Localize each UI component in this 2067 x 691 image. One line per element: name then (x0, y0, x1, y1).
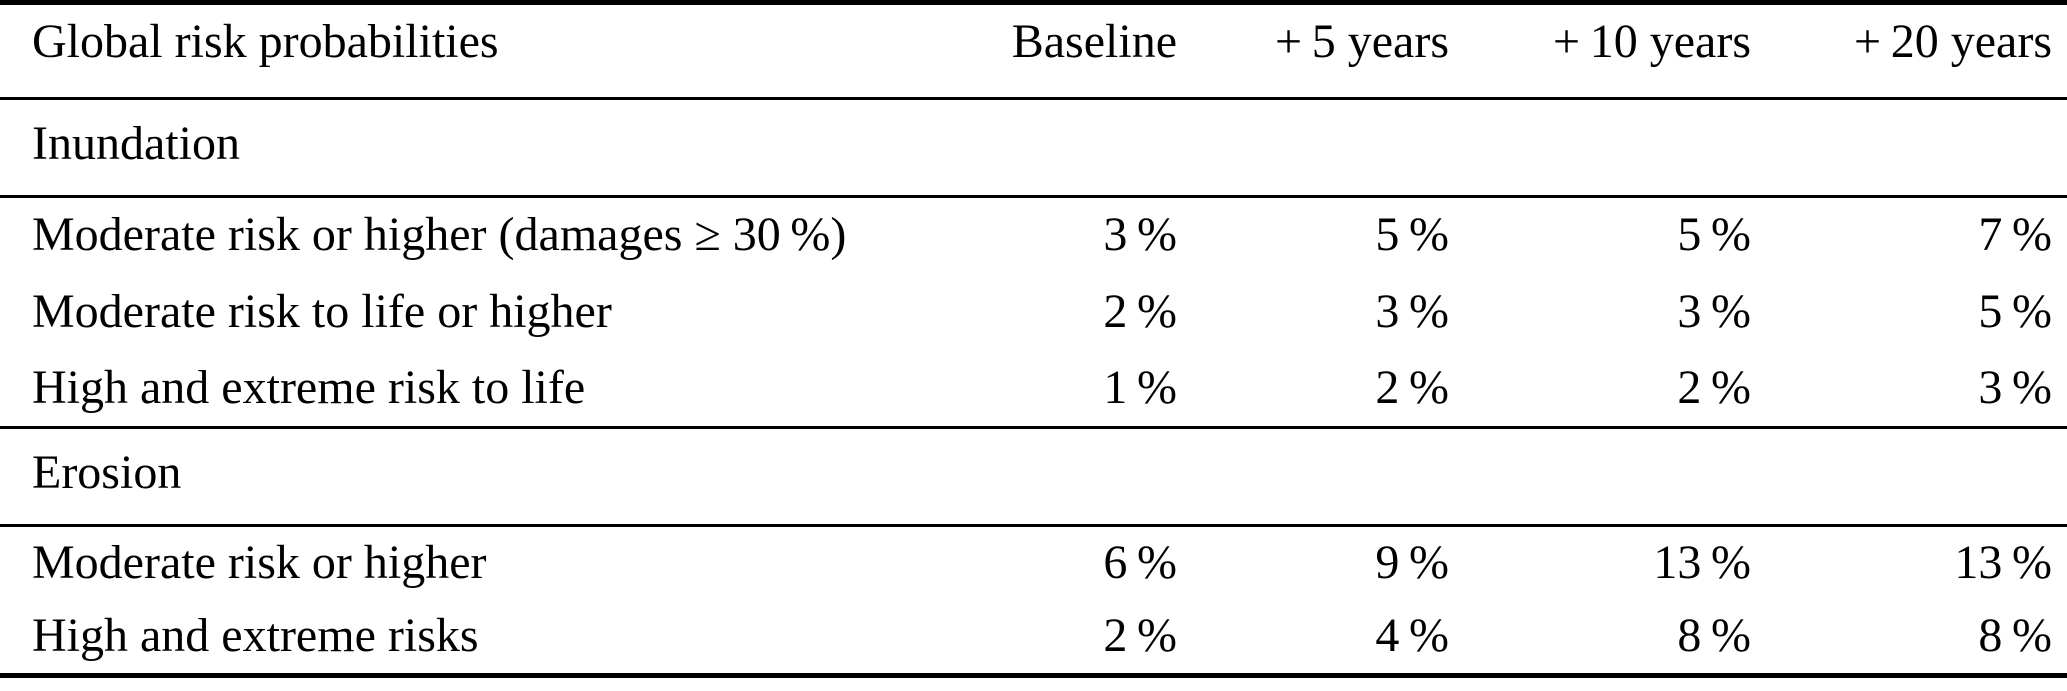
table-title: Global risk probabilities (0, 5, 945, 100)
value-cell: 5 % (1677, 208, 1751, 262)
section-header-inundation: Inundation (0, 98, 2067, 198)
value-cell: 13 % (1954, 535, 2052, 589)
value-cell: 2 % (1103, 609, 1177, 662)
value-cell: 5 % (1375, 208, 1449, 262)
section-header-erosion: Erosion (0, 427, 2067, 527)
column-header-plus10: + 10 years (1449, 5, 1751, 100)
value-cell: 8 % (1677, 609, 1751, 662)
table-header-row: Global risk probabilities Baseline + 5 y… (0, 5, 2067, 100)
row-label: Moderate risk or higher (32, 535, 487, 589)
value-cell: 2 % (1103, 284, 1177, 338)
section-title: Inundation (0, 98, 2067, 198)
section-title: Erosion (0, 427, 2067, 527)
value-cell: 3 % (1677, 284, 1751, 338)
row-label: High and extreme risk to life (0, 350, 945, 429)
value-cell: 4 % (1375, 609, 1449, 662)
value-cell: 5 % (1978, 284, 2052, 338)
table-top-rule (0, 0, 2067, 5)
table-row: High and extreme risk to life 1 % 2 % 2 … (0, 350, 2067, 429)
value-cell: 3 % (1375, 284, 1449, 338)
table-row: Moderate risk or higher 6 % 9 % 13 % 13 … (0, 525, 2067, 599)
value-cell: 1 % (945, 350, 1177, 429)
value-cell: 7 % (1978, 208, 2052, 262)
value-cell: 13 % (1653, 535, 1751, 589)
column-header-plus20: + 20 years (1751, 5, 2067, 100)
table-bottom-rule (0, 673, 2067, 678)
column-header-plus5: + 5 years (1177, 5, 1449, 100)
row-label: Moderate risk to life or higher (32, 284, 612, 338)
value-cell: 6 % (1103, 535, 1177, 589)
value-cell: 3 % (1103, 208, 1177, 262)
row-label: Moderate risk or higher (damages ≥ 30 %) (32, 208, 847, 262)
table-row: Moderate risk to life or higher 2 % 3 % … (0, 273, 2067, 350)
value-cell: 2 % (1449, 350, 1751, 429)
value-cell: 3 % (1751, 350, 2067, 429)
table-row: Moderate risk or higher (damages ≥ 30 %)… (0, 196, 2067, 273)
row-label: High and extreme risks (32, 609, 479, 662)
value-cell: 8 % (1978, 609, 2052, 662)
risk-probabilities-table: Global risk probabilities Baseline + 5 y… (0, 5, 2067, 673)
table-row: High and extreme risks 2 % 4 % 8 % 8 % (0, 599, 2067, 673)
value-cell: 9 % (1375, 535, 1449, 589)
column-header-baseline: Baseline (945, 5, 1177, 100)
value-cell: 2 % (1177, 350, 1449, 429)
